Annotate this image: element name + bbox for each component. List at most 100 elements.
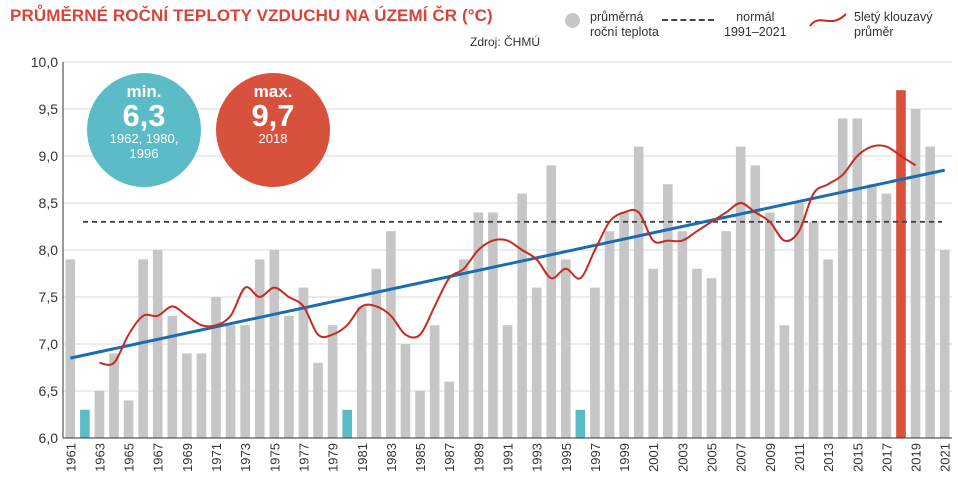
x-tick-label: 1983: [384, 443, 399, 472]
bar-2000: [633, 146, 644, 438]
bar-1991: [502, 325, 513, 438]
bar-1977: [298, 287, 309, 438]
bar-1976: [284, 315, 294, 438]
max-badge-value: 9,7: [251, 98, 295, 133]
x-tick-label: 2005: [705, 443, 720, 472]
bar-2017: [881, 193, 892, 438]
bar-1986: [429, 325, 440, 438]
min-badge-label: min.: [126, 82, 162, 101]
bar-1973: [240, 325, 250, 438]
bar-2021: [939, 250, 950, 438]
x-tick-label: 1967: [151, 443, 166, 472]
legend-avg-line2: průměr: [854, 25, 894, 39]
legend-bars-line1: průměrná: [590, 10, 644, 24]
bar-1970: [196, 353, 207, 438]
bar-1989: [473, 212, 484, 438]
x-tick-label: 1991: [501, 443, 516, 472]
gridlines: [63, 61, 952, 392]
max-badge-label: max.: [253, 82, 293, 101]
min-badge-years-line2: 1996: [129, 146, 159, 161]
bar-1988: [458, 259, 469, 438]
bar-2005: [706, 278, 717, 438]
bar-1999: [619, 212, 629, 438]
legend-normal-line1: normál: [736, 10, 775, 24]
x-tick-label: 1965: [122, 443, 137, 472]
x-tick-label: 1973: [238, 443, 253, 472]
bar-2016: [867, 184, 877, 438]
bar-1985: [415, 391, 425, 438]
x-tick-label: 2015: [850, 443, 865, 472]
bar-2020: [925, 146, 935, 438]
bar-2013: [823, 259, 833, 438]
max-badge-year: 2018: [258, 131, 288, 146]
x-tick-label: 2009: [763, 443, 778, 472]
bar-1981: [356, 306, 367, 438]
trend-line-layer: [69, 168, 946, 360]
bar-1974: [254, 259, 265, 438]
x-tick-label: 2007: [734, 443, 749, 472]
legend-normal-line2: 1991–2021: [724, 25, 787, 39]
bar-1982: [371, 268, 382, 438]
x-tick-label: 1995: [559, 443, 574, 472]
x-tick-label: 1999: [617, 443, 632, 472]
y-tick-label: 9,0: [39, 148, 59, 164]
bar-1975: [269, 250, 280, 438]
legend-normal-label: normál 1991–2021: [724, 10, 787, 40]
legend-bars-label: průměrná roční teplota: [590, 10, 659, 40]
bar-1993: [531, 287, 542, 438]
bar-2011: [794, 203, 804, 438]
bar-1998: [604, 231, 615, 438]
bar-2004: [692, 268, 702, 438]
y-tick-label: 6,5: [39, 383, 59, 399]
bar-1967: [152, 250, 163, 438]
y-tick-label: 6,0: [39, 430, 59, 446]
x-tick-label: 1969: [180, 443, 195, 472]
bar-1979: [327, 325, 338, 438]
bar-1964: [109, 353, 119, 438]
y-tick-label: 7,0: [39, 336, 59, 352]
bar-2006: [721, 231, 731, 438]
bar-2002: [663, 184, 673, 438]
bar-1994: [546, 165, 557, 438]
legend-moving-average-label: 5letý klouzavý průměr: [854, 10, 933, 40]
moving-average-line: [99, 144, 917, 366]
x-tick-label: 1979: [326, 443, 341, 472]
bar-2009: [765, 212, 775, 438]
x-tick-label: 2001: [646, 443, 661, 472]
x-tick-label: 1997: [588, 443, 603, 472]
x-tick-label: 2021: [938, 443, 953, 472]
x-tick-label: 1963: [92, 443, 107, 472]
legend-bar-swatch: [565, 13, 580, 28]
x-tick-label: 1961: [63, 443, 78, 472]
bar-1965: [123, 400, 134, 438]
y-tick-labels: 6,0 6,5 7,0 7,5 8,0 8,5 9,0 9,5 10,0: [31, 54, 58, 446]
bar-2010: [779, 325, 790, 438]
bar-1996: [575, 409, 586, 438]
bar-1983: [386, 231, 396, 438]
legend-bars-line2: roční teplota: [590, 25, 659, 39]
trend-line: [69, 168, 946, 360]
bar-2001: [648, 268, 659, 438]
bar-1962: [80, 409, 90, 438]
x-tick-label: 1985: [413, 443, 428, 472]
bar-1963: [94, 391, 105, 438]
bar-1984: [400, 344, 411, 438]
y-tick-label: 10,0: [31, 54, 58, 70]
bar-2014: [837, 118, 848, 439]
bar-1966: [138, 259, 148, 438]
x-tick-label: 1987: [442, 443, 457, 472]
y-tick-label: 8,0: [39, 242, 59, 258]
bar-2008: [750, 165, 761, 438]
y-tick-label: 8,5: [39, 195, 59, 211]
bar-1978: [313, 362, 323, 438]
x-tick-label: 2003: [675, 443, 690, 472]
max-temperature-badge: max. 9,7 2018: [216, 73, 330, 187]
bar-1992: [517, 193, 527, 438]
x-tick-label: 1993: [530, 443, 545, 472]
bar-1972: [225, 325, 236, 438]
legend-avg-line1: 5letý klouzavý: [854, 10, 933, 24]
x-tick-label: 2011: [792, 443, 807, 471]
legend-normal-swatch: [662, 19, 714, 21]
y-tick-label: 9,5: [39, 101, 59, 117]
bar-2015: [852, 118, 863, 439]
